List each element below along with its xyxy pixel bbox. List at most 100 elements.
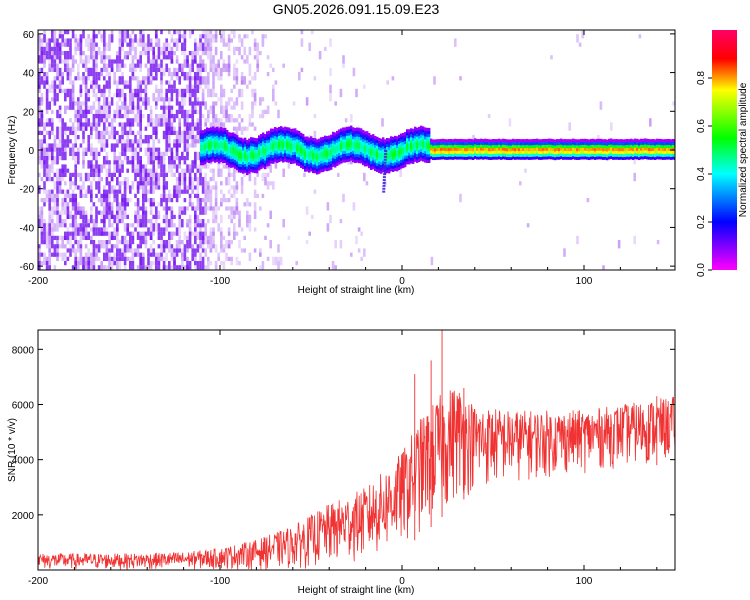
spectrogram-cell — [149, 122, 153, 127]
spectrogram-cell — [90, 240, 93, 245]
spectrogram-cell — [168, 80, 171, 85]
spectrogram-cell — [113, 114, 116, 119]
spectrogram-cell — [298, 136, 301, 140]
spectrogram-cell — [173, 223, 176, 228]
spectrogram-cell — [261, 34, 265, 39]
spectrogram-cell — [538, 156, 541, 160]
spectrogram-cell — [253, 177, 257, 186]
spectrogram-cell — [268, 139, 271, 143]
spectrogram-cell — [256, 155, 259, 159]
spectrogram-cell — [181, 265, 184, 270]
spectrogram-cell — [259, 252, 262, 257]
spectrogram-cell — [121, 101, 124, 110]
spectrogram-cell — [568, 142, 571, 146]
spectrogram-cell — [113, 135, 116, 140]
spectrogram-cell — [38, 252, 41, 261]
spectrogram-cell — [286, 144, 289, 148]
spectrogram-cell — [596, 153, 599, 157]
spectrogram-cell — [370, 166, 373, 170]
spectrogram-cell — [181, 42, 184, 51]
spectrogram-cell — [324, 153, 327, 157]
spectrogram-cell — [225, 177, 228, 186]
spectrogram-cell — [139, 55, 142, 64]
spectrogram-cell — [110, 235, 114, 240]
spectrogram-cell — [388, 161, 391, 165]
spectrogram-cell — [288, 130, 291, 134]
spectrogram-cell — [222, 157, 225, 161]
spectrogram-cell — [540, 156, 543, 160]
spectrogram-cell — [476, 141, 479, 146]
spectrogram-cell — [183, 198, 187, 203]
spectrogram-cell — [276, 130, 279, 134]
spectrogram-cell — [204, 132, 207, 136]
spectrogram-cell — [404, 146, 407, 150]
spectrogram-cell — [420, 134, 423, 138]
spectrogram-cell — [576, 148, 579, 152]
spectrogram-cell — [79, 193, 83, 198]
spectrogram-cell — [498, 153, 501, 157]
spectrogram-cell — [173, 30, 176, 35]
spectrogram-cell — [334, 135, 337, 139]
spectrogram-cell — [240, 140, 243, 144]
spectrogram-cell — [207, 76, 210, 85]
spectrogram-cell — [398, 152, 401, 156]
spectrogram-cell — [220, 51, 223, 60]
spectrogram-cell — [123, 177, 127, 182]
spectrogram-cell — [344, 127, 347, 131]
spectrogram-cell — [235, 185, 239, 190]
spectrogram-cell — [388, 138, 391, 142]
spectrogram-cell — [550, 144, 553, 148]
spectrogram-cell — [338, 138, 341, 142]
spectrogram-cell — [276, 139, 279, 143]
spectrogram-cell — [238, 143, 241, 147]
spectrogram-cell — [217, 118, 220, 123]
spectrogram-cell — [236, 149, 239, 153]
spectrogram-cell — [152, 202, 155, 207]
spectrogram-cell — [636, 156, 639, 160]
spectrogram-cell — [384, 165, 387, 169]
spectrogram-cell — [560, 156, 563, 160]
spectrogram-cell — [518, 150, 521, 154]
spectrogram-cell — [308, 157, 311, 162]
spectrogram-cell — [212, 227, 215, 236]
spectrogram-cell — [318, 144, 321, 148]
spectrogram-cell — [134, 214, 137, 224]
spectrogram-cell — [204, 30, 207, 39]
spectrogram-cell — [426, 151, 429, 155]
spectrogram-cell — [139, 214, 142, 219]
spectrogram-cell — [638, 151, 641, 155]
spectrogram-cell — [40, 198, 44, 203]
spectrogram-cell — [248, 170, 251, 174]
spectrogram-cell — [66, 72, 70, 77]
spectrogram-cell — [238, 151, 241, 156]
spectrogram-cell — [108, 105, 111, 110]
spectrogram-cell — [134, 34, 137, 43]
spectrogram-cell — [61, 126, 64, 135]
spectrogram-cell — [246, 163, 249, 167]
spectrogram-cell — [392, 162, 395, 167]
spectrogram-cell — [650, 142, 653, 146]
spectrogram-cell — [282, 159, 285, 163]
spectrogram-cell — [414, 144, 417, 148]
spectrogram-cell — [670, 145, 673, 149]
spectrogram-cell — [644, 138, 647, 142]
spectrogram-cell — [350, 157, 353, 161]
spectrogram-cell — [162, 206, 166, 211]
spectrogram-cell — [320, 160, 323, 164]
spectrogram-cell — [406, 152, 409, 156]
spectrogram-cell — [440, 156, 443, 160]
spectrogram-cell — [194, 269, 197, 270]
spectrogram-cell — [622, 156, 625, 161]
spectrogram-cell — [61, 59, 64, 64]
spectrogram-cell — [77, 72, 80, 81]
spectrogram-cell — [269, 63, 272, 68]
spectrogram-cell — [149, 235, 153, 240]
spectrogram-cell — [196, 84, 200, 93]
spectrogram-cell — [386, 158, 389, 162]
spectrogram-cell — [320, 137, 323, 141]
spectrogram-cell — [92, 219, 96, 224]
spectrogram-cell — [340, 140, 343, 144]
spectrogram-cell — [139, 135, 142, 140]
spectrogram-cell — [368, 156, 371, 160]
spectrogram-cell — [77, 135, 80, 140]
